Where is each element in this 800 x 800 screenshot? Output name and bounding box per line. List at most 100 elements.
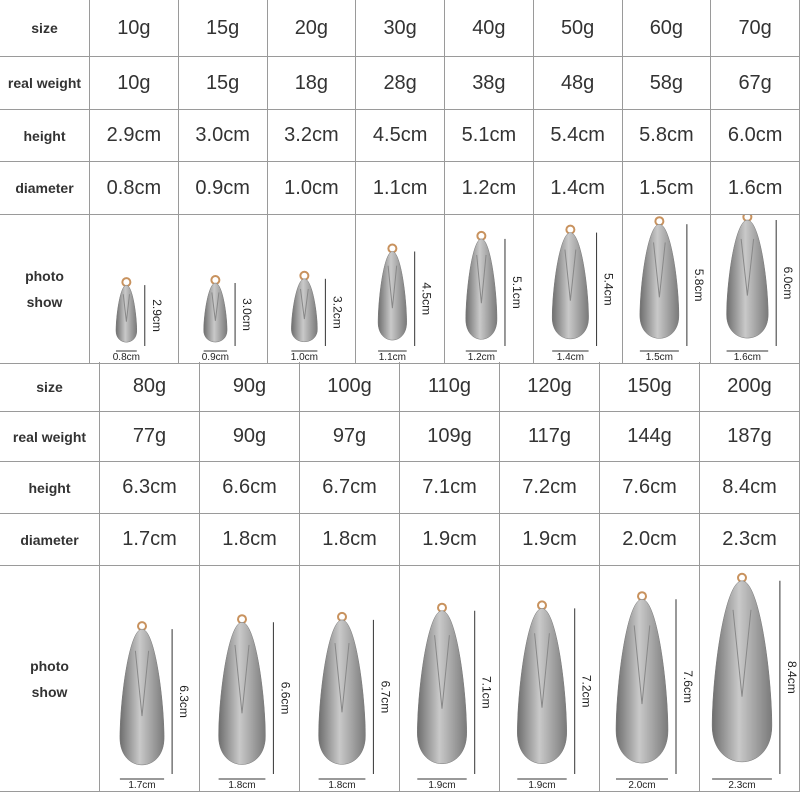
value-cell-text: 1.6cm (727, 176, 783, 199)
sinker-groove (299, 288, 309, 320)
value-cell: 6.6cm (200, 462, 300, 514)
value-cell-text: 2.9cm (106, 124, 162, 146)
sinker-groove (534, 633, 550, 708)
height-annotation: 5.1cm (510, 276, 524, 309)
value-cell: 6.7cm (300, 462, 400, 514)
sinker-photo: 6.7cm 1.8cm (318, 611, 392, 791)
sinker-groove (434, 635, 450, 709)
width-annotation: 0.9cm (202, 352, 229, 363)
value-cell: 5.8cm (622, 110, 712, 162)
row-label: diameter (0, 162, 90, 215)
height-annotation: 5.4cm (601, 273, 615, 306)
photo-cell: 6.7cm 1.8cm (300, 566, 400, 792)
value-cell: 28g (356, 57, 445, 110)
height-annotation: 6.6cm (278, 682, 292, 715)
value-cell: 1.8cm (300, 514, 400, 566)
value-cell-text: 7.6cm (622, 476, 677, 498)
value-cell-text: 20g (294, 16, 329, 39)
value-cell-text: 110g (427, 375, 471, 397)
value-cell: 110g (400, 362, 500, 412)
value-cell: 50g (533, 0, 623, 57)
value-cell-text: 1.5cm (639, 176, 694, 199)
sinker (203, 282, 228, 343)
sinker-groove (740, 238, 755, 296)
height-annotation: 5.8cm (691, 269, 705, 302)
width-annotation: 1.8cm (228, 780, 255, 791)
value-cell-text: 187g (727, 425, 772, 447)
sinker-groove (732, 609, 752, 697)
sinker-groove (211, 292, 220, 321)
photo-cell: 8.4cm 2.3cm (700, 566, 800, 792)
height-annotation: 7.6cm (681, 670, 695, 703)
value-cell: 1.4cm (533, 162, 623, 215)
row-label: size (0, 362, 100, 412)
value-cell-text: 0.9cm (195, 176, 250, 199)
value-cell: 60g (622, 0, 712, 57)
value-cell-text: 80g (132, 375, 167, 397)
value-cell: 120g (500, 362, 600, 412)
width-annotation: 2.0cm (628, 780, 655, 791)
value-cell: 0.9cm (178, 162, 268, 215)
row-label-text: photo show (30, 657, 69, 700)
value-cell-text: 3.0cm (195, 124, 250, 146)
value-cell-text: 7.2cm (522, 476, 577, 498)
value-cell-text: 10g (117, 16, 151, 39)
value-cell-text: 1.9cm (522, 528, 577, 550)
value-cell: 144g (600, 412, 700, 462)
row-label-text: size (36, 378, 63, 395)
value-cell-text: 15g (205, 71, 240, 94)
value-cell: 48g (533, 57, 623, 110)
row-label-text: size (31, 20, 58, 36)
photo-cell: 6.3cm 1.7cm (100, 566, 200, 792)
sinker (115, 284, 138, 343)
value-cell-text: 1.8cm (222, 528, 277, 550)
height-annotation: 6.3cm (177, 685, 191, 718)
sinker-photo: 7.2cm 1.9cm (517, 600, 594, 791)
value-cell: 3.2cm (267, 110, 357, 162)
value-cell-text: 1.1cm (372, 176, 428, 199)
value-cell: 40g (445, 0, 534, 57)
value-cell-text: 15g (205, 16, 240, 39)
photo-cell: 6.6cm 1.8cm (200, 566, 300, 792)
value-cell-text: 150g (627, 375, 672, 397)
value-cell: 20g (267, 0, 357, 57)
value-cell: 1.9cm (500, 514, 600, 566)
width-annotation: 1.9cm (428, 780, 455, 791)
width-annotation: 1.5cm (645, 352, 672, 363)
value-cell: 2.9cm (90, 110, 179, 162)
photo-cell: 6.0cm 1.6cm (711, 215, 800, 364)
row-label: photo show (0, 215, 90, 364)
value-cell-text: 40g (472, 16, 506, 39)
value-cell: 4.5cm (356, 110, 445, 162)
sinker-photo: 4.5cm 1.1cm (378, 243, 434, 363)
value-cell-text: 1.4cm (550, 176, 605, 199)
value-cell-text: 1.9cm (422, 528, 477, 550)
value-cell-text: 58g (649, 71, 684, 94)
sinker-groove (652, 242, 666, 298)
width-annotation: 1.1cm (379, 352, 406, 363)
sinker-groove (134, 650, 150, 717)
value-cell: 80g (100, 362, 200, 412)
value-cell-text: 2.3cm (722, 528, 777, 550)
value-cell-text: 7.1cm (422, 476, 477, 498)
sinker (218, 621, 266, 765)
photo-cell: 4.5cm 1.1cm (356, 215, 445, 364)
width-annotation: 1.8cm (328, 780, 355, 791)
row-label-text: height (28, 479, 71, 496)
value-cell-text: 28g (383, 71, 417, 94)
value-cell-text: 6.7cm (322, 476, 377, 498)
width-annotation: 0.8cm (113, 352, 140, 363)
value-cell: 90g (200, 362, 300, 412)
value-cell-text: 6.6cm (222, 476, 277, 498)
value-cell-text: 1.0cm (284, 176, 339, 199)
sinker-photo: 5.1cm 1.2cm (465, 230, 524, 363)
value-cell: 1.5cm (622, 162, 712, 215)
sinker (119, 628, 165, 765)
row-label: real weight (0, 57, 90, 110)
value-cell: 1.1cm (356, 162, 445, 215)
photo-cell: 7.2cm 1.9cm (500, 566, 600, 792)
value-cell: 100g (300, 362, 400, 412)
sinker-photo: 3.0cm 0.9cm (202, 275, 254, 363)
sinker (615, 598, 669, 764)
